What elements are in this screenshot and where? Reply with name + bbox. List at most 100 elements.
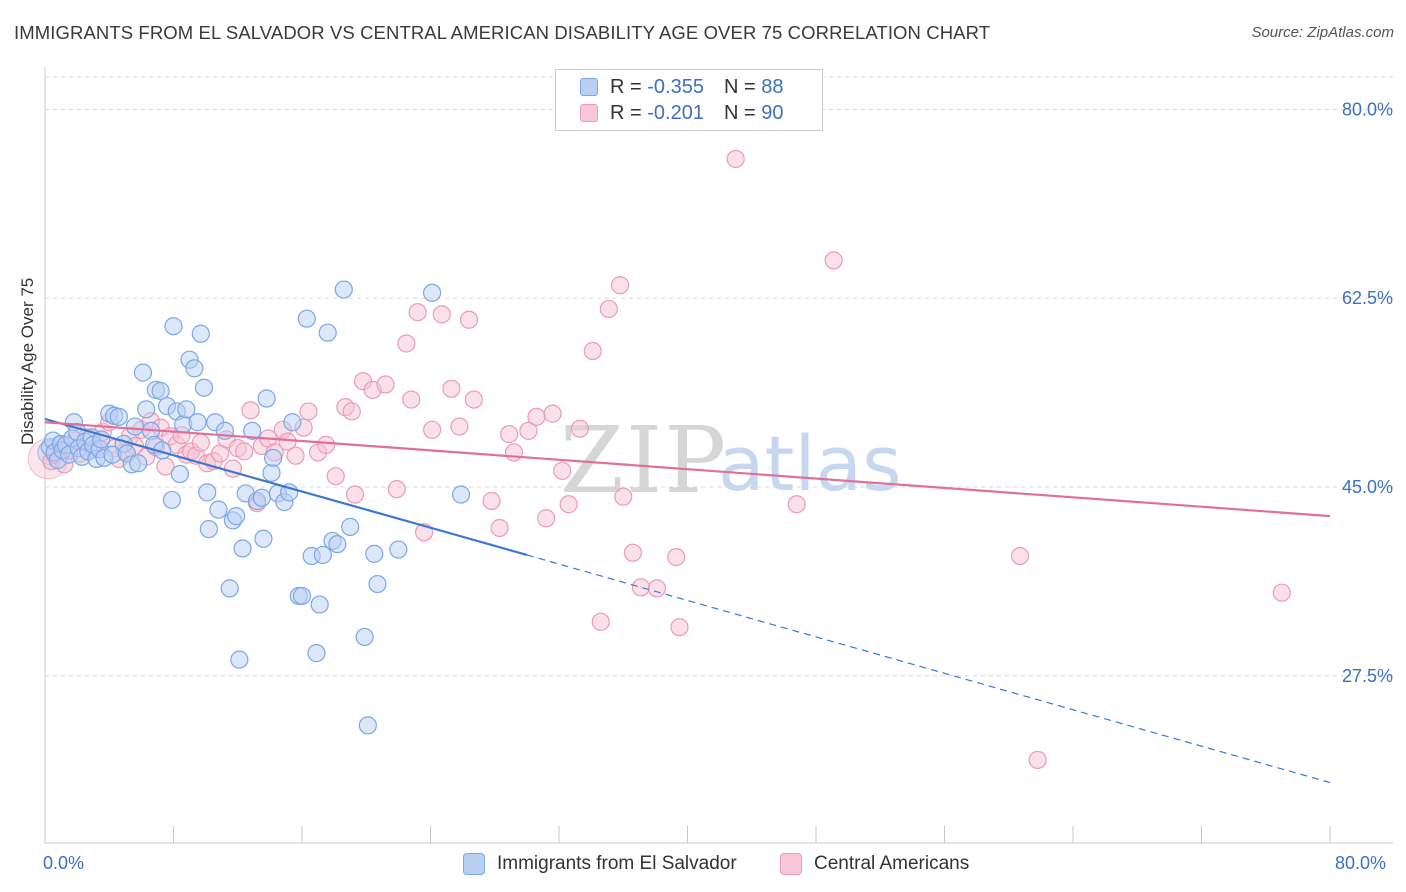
blue-point <box>129 454 148 473</box>
pink-point <box>647 579 667 598</box>
pink-point <box>342 402 361 421</box>
blue-point <box>137 400 156 419</box>
y-tick-label: 45.0% <box>1342 477 1393 497</box>
pink-point <box>537 509 556 528</box>
blue-point <box>133 363 153 382</box>
pink-point <box>241 401 260 420</box>
pink-point <box>726 149 745 169</box>
pink-point <box>408 303 427 322</box>
y-tick-label: 80.0% <box>1342 99 1393 119</box>
blue-point <box>162 490 181 510</box>
blue-point <box>423 283 442 302</box>
blue-trend-line <box>44 417 528 556</box>
legend-swatch-pink <box>580 104 598 122</box>
pink-point <box>824 251 843 270</box>
pink-point <box>432 305 451 324</box>
blue-point <box>310 595 329 614</box>
pink-point <box>519 421 538 440</box>
legend-row-pink: R = -0.201 N = 90 <box>580 101 783 125</box>
chart-title: IMMIGRANTS FROM EL SALVADOR VS CENTRAL A… <box>14 22 991 43</box>
legend-row-blue: R = -0.355 N = 88 <box>580 75 783 99</box>
pink-point <box>1028 750 1047 770</box>
pink-point <box>667 547 686 567</box>
pink-point <box>490 518 509 538</box>
watermark-atlas: atlas <box>718 419 902 508</box>
correlation-legend: R = -0.355 N = 88 R = -0.201 N = 90 <box>555 69 823 131</box>
blue-point <box>283 413 302 432</box>
blue-point <box>194 378 214 397</box>
blue-point <box>307 644 326 663</box>
pink-point <box>631 578 651 597</box>
blue-point <box>252 488 271 507</box>
blue-point <box>358 716 377 735</box>
legend-n-value: 90 <box>761 101 784 124</box>
blue-point <box>262 463 281 483</box>
blue-point <box>368 574 387 594</box>
pink-point <box>464 390 483 409</box>
blue-point <box>185 359 204 378</box>
pink-point <box>326 467 345 486</box>
pink-point <box>442 379 461 398</box>
blue-point <box>170 464 190 484</box>
blue-point <box>254 529 273 548</box>
blue-point <box>355 627 374 647</box>
bottom-legend-label-blue: Immigrants from El Salvador <box>497 853 737 874</box>
blue-point <box>292 586 312 606</box>
pink-point <box>610 276 630 295</box>
bottom-legend-swatch-pink <box>780 853 802 875</box>
legend-r-value: -0.355 <box>647 75 704 98</box>
legend-n-label: N = <box>723 101 756 124</box>
y-tick-label: 62.5% <box>1342 288 1393 308</box>
y-tick-label: 27.5% <box>1342 666 1393 686</box>
pink-point <box>787 495 806 514</box>
blue-point <box>164 317 183 336</box>
pink-point <box>286 446 305 465</box>
blue-point <box>209 500 228 519</box>
pink-point <box>591 612 610 631</box>
blue-point <box>227 507 246 526</box>
blue-trend-extension <box>526 554 1331 784</box>
blue-point <box>125 417 145 436</box>
pink-point <box>504 443 524 462</box>
blue-point <box>220 579 239 598</box>
pink-point <box>397 334 416 353</box>
pink-point <box>402 390 421 409</box>
blue-point <box>318 323 337 342</box>
pink-point <box>459 310 479 329</box>
pink-point <box>500 425 519 444</box>
blue-point <box>233 539 252 558</box>
blue-point <box>257 389 276 408</box>
pink-point <box>345 485 365 504</box>
pink-point <box>316 435 336 454</box>
blue-point <box>451 485 471 504</box>
legend-swatch-blue <box>580 78 598 96</box>
pink-point <box>623 543 642 562</box>
pink-point <box>570 419 589 438</box>
blue-point <box>199 519 218 539</box>
bottom-legend-label-pink: Central Americans <box>814 853 970 874</box>
pink-point <box>387 480 406 499</box>
pink-point <box>553 461 572 480</box>
pink-trend-line <box>44 421 1331 518</box>
blue-point <box>334 280 353 299</box>
legend-n-label: N = <box>723 75 756 98</box>
pink-point <box>599 299 618 319</box>
blue-point <box>151 381 170 401</box>
pink-point <box>543 404 562 423</box>
blue-point <box>313 545 332 565</box>
blue-point <box>328 535 347 554</box>
legend-n-value: 88 <box>761 75 784 98</box>
bottom-legend-swatch-blue <box>463 853 485 875</box>
blue-point <box>109 407 128 426</box>
bottom-legend-blue: Immigrants from El Salvador <box>463 851 737 877</box>
pink-point <box>482 491 501 511</box>
pink-point <box>670 618 689 637</box>
x-tick-label-max: 80.0% <box>1335 853 1387 873</box>
chart-source: Source: ZipAtlas.com <box>1251 24 1394 41</box>
legend-r-label: R = <box>610 101 642 124</box>
blue-point <box>230 650 249 669</box>
pink-point <box>376 375 395 394</box>
pink-point <box>450 417 469 436</box>
blue-point <box>188 413 207 432</box>
